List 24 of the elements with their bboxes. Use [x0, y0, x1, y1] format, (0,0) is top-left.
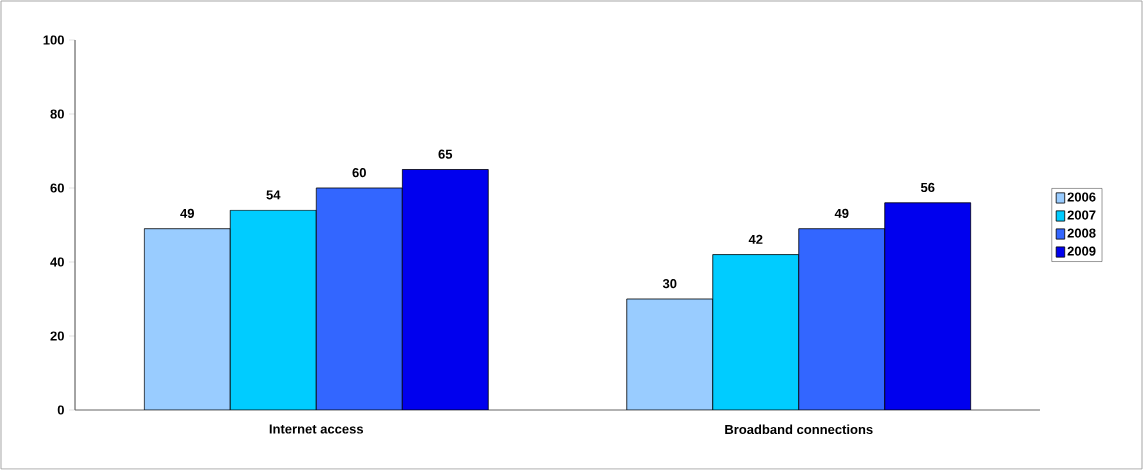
- data-label: 65: [438, 149, 453, 159]
- y-tick-label: 100: [43, 35, 64, 45]
- data-label: 49: [834, 208, 849, 218]
- data-label: 42: [748, 234, 763, 244]
- data-label: 60: [352, 168, 366, 178]
- legend-label: 2006: [1067, 192, 1096, 202]
- bar: [229, 209, 317, 410]
- y-tick-label: 0: [57, 405, 64, 415]
- bar: [712, 254, 800, 410]
- y-tick-label: 20: [50, 331, 64, 341]
- y-tick-label: 80: [50, 109, 64, 119]
- legend-label: 2009: [1067, 246, 1096, 256]
- y-tick-label: 60: [50, 183, 64, 193]
- bar: [315, 187, 403, 410]
- y-tick-label: 40: [50, 257, 64, 267]
- x-tick-label: Broadband connections: [725, 424, 873, 435]
- bar: [798, 228, 886, 410]
- legend-label: 2008: [1067, 228, 1096, 238]
- legend-label: 2007: [1067, 210, 1096, 220]
- data-label: 30: [662, 279, 677, 289]
- data-label: 49: [180, 208, 194, 218]
- data-label: 56: [920, 182, 935, 193]
- data-label: 54: [266, 190, 281, 200]
- x-tick-label: Internet access: [269, 424, 364, 434]
